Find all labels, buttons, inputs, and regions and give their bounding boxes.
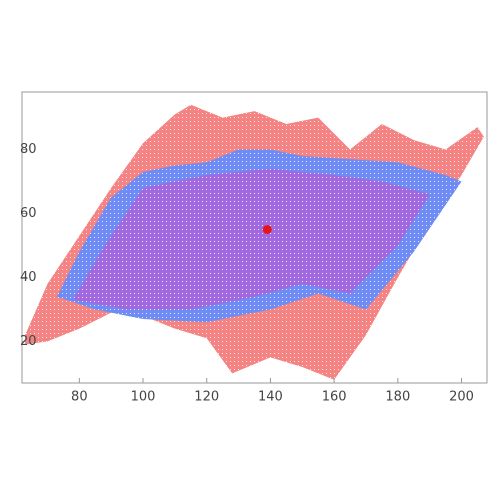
x-tick-label: 160	[322, 390, 347, 405]
plot-frame	[21, 91, 488, 384]
region-texture	[72, 168, 430, 310]
y-tick-label: 40	[20, 270, 37, 285]
highlight-point	[262, 225, 272, 235]
x-tick-label: 120	[194, 390, 219, 405]
x-tick-label: 140	[258, 390, 283, 405]
y-tick-label: 20	[20, 334, 37, 349]
x-tick-label: 100	[131, 390, 156, 405]
x-tick-label: 180	[385, 390, 410, 405]
y-tick-label: 80	[20, 142, 37, 157]
x-tick-label: 200	[449, 390, 474, 405]
x-tick-label: 80	[71, 390, 88, 405]
y-tick-label: 60	[20, 206, 37, 221]
